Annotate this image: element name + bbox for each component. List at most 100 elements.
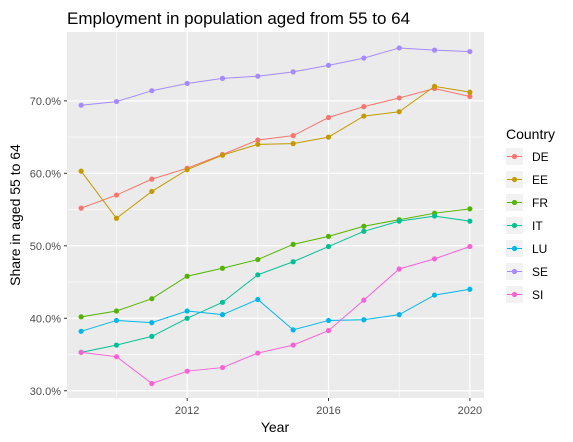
- data-point-de: [255, 137, 261, 143]
- legend-item-it: IT: [506, 217, 543, 234]
- data-point-it: [361, 228, 367, 234]
- legend-key-point: [511, 176, 518, 183]
- data-point-it: [290, 259, 296, 265]
- data-point-si: [431, 256, 438, 262]
- legend-item-de: DE: [506, 148, 549, 165]
- data-point-lu: [219, 312, 226, 318]
- data-point-lu: [184, 308, 190, 314]
- data-point-se: [431, 47, 438, 53]
- major-gridlines: [67, 32, 484, 398]
- data-point-ee: [361, 113, 367, 119]
- plot-panel: [67, 32, 484, 398]
- data-point-fr: [78, 314, 84, 320]
- legend-key-point: [511, 222, 518, 229]
- y-tick-label: 60.0%: [30, 168, 61, 180]
- x-axis: 2012 2016 2020: [175, 398, 482, 417]
- data-point-fr: [290, 241, 296, 247]
- series-lu: [78, 286, 473, 334]
- y-tick-label: 50.0%: [30, 241, 61, 253]
- y-tick-label: 40.0%: [30, 313, 61, 325]
- data-point-si: [149, 380, 155, 387]
- legend-label: EE: [532, 173, 548, 187]
- data-point-si: [113, 354, 120, 360]
- data-point-se: [255, 73, 261, 79]
- series-ee: [78, 83, 473, 221]
- legend-item-lu: LU: [506, 240, 547, 257]
- data-point-si: [467, 243, 473, 250]
- y-axis-title: Share in aged 55 to 64: [7, 144, 23, 286]
- data-point-ee: [255, 141, 261, 147]
- series-line-it: [81, 215, 470, 353]
- data-point-si: [255, 350, 261, 356]
- legend-item-ee: EE: [506, 171, 548, 188]
- data-point-se: [149, 88, 155, 94]
- legend-key-point: [511, 245, 518, 252]
- data-point-de: [113, 192, 120, 198]
- data-point-lu: [361, 317, 367, 323]
- data-point-si: [325, 327, 332, 334]
- data-point-de: [149, 176, 155, 182]
- data-point-se: [361, 55, 367, 61]
- series-line-de: [80, 88, 470, 209]
- data-point-it: [113, 342, 120, 348]
- data-point-ee: [290, 141, 296, 147]
- data-point-fr: [113, 308, 120, 314]
- legend-item-si: SI: [506, 286, 543, 303]
- legend-label: FR: [532, 196, 548, 210]
- minor-gridlines: [67, 32, 484, 398]
- data-point-si: [219, 364, 226, 371]
- data-point-fr: [219, 265, 226, 271]
- data-point-ee: [149, 188, 155, 195]
- data-point-se: [219, 75, 226, 81]
- data-point-lu: [78, 328, 84, 334]
- data-point-ee: [467, 89, 473, 95]
- y-axis: 30.0% 40.0% 50.0% 60.0% 70.0%: [30, 96, 67, 398]
- data-point-ee: [113, 215, 120, 221]
- data-point-lu: [467, 286, 473, 292]
- legend-key-point: [511, 268, 518, 275]
- data-point-it: [255, 272, 261, 278]
- chart-title: Employment in population aged from 55 to…: [67, 9, 410, 28]
- data-point-se: [184, 80, 190, 87]
- data-point-se: [78, 102, 84, 108]
- legend-label: IT: [532, 219, 543, 233]
- data-point-si: [78, 349, 84, 355]
- data-point-ee: [396, 109, 402, 115]
- data-point-de: [467, 93, 473, 100]
- data-point-si: [290, 342, 296, 348]
- data-point-it: [184, 315, 190, 321]
- data-point-fr: [184, 273, 190, 279]
- data-point-it: [149, 333, 155, 339]
- data-point-fr: [149, 296, 155, 302]
- legend-key-point: [511, 153, 518, 160]
- x-axis-title: Year: [261, 419, 290, 435]
- series-line-se: [81, 47, 470, 106]
- legend-item-fr: FR: [506, 194, 548, 211]
- data-point-it: [325, 243, 332, 250]
- y-tick-label: 70.0%: [30, 96, 61, 108]
- data-point-lu: [290, 327, 296, 333]
- data-point-it: [467, 218, 473, 224]
- series-line-si: [81, 246, 471, 385]
- legend-label: SI: [532, 288, 543, 302]
- data-point-de: [290, 133, 296, 139]
- legend-label: SE: [532, 265, 548, 279]
- data-point-lu: [431, 292, 438, 298]
- data-point-fr: [325, 233, 332, 239]
- data-point-si: [361, 297, 367, 303]
- data-point-se: [290, 69, 296, 75]
- data-point-si: [396, 266, 402, 272]
- legend: Country DE EE FR IT LU SE SI: [506, 126, 555, 303]
- series-line-ee: [80, 85, 470, 219]
- y-tick-label: 30.0%: [30, 386, 61, 398]
- data-point-it: [219, 299, 226, 305]
- legend-item-se: SE: [506, 263, 548, 280]
- series-line-fr: [81, 208, 470, 318]
- series-se: [78, 45, 473, 108]
- data-point-lu: [396, 312, 402, 318]
- data-point-lu: [255, 296, 261, 303]
- data-point-de: [325, 114, 332, 121]
- data-point-de: [396, 95, 402, 101]
- legend-label: DE: [532, 150, 549, 164]
